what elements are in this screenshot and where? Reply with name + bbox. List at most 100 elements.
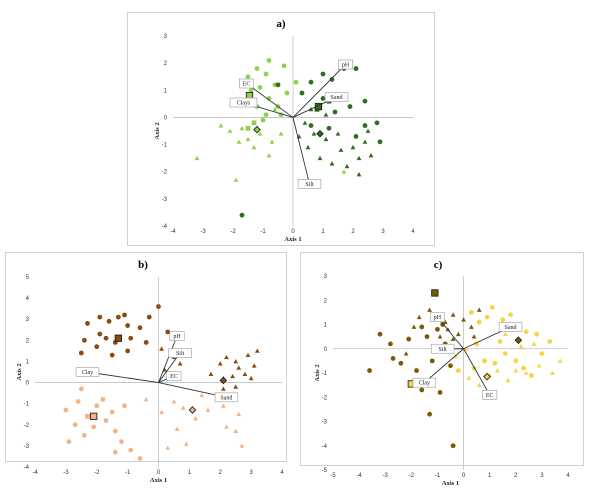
data-point — [484, 314, 490, 320]
data-point — [278, 131, 284, 136]
data-point — [427, 307, 433, 312]
x-axis-label: Axis 1 — [284, 236, 301, 243]
y-tick-label: 2 — [26, 338, 30, 344]
data-point — [94, 403, 100, 409]
x-tick-label: 3 — [540, 473, 544, 479]
data-point — [350, 144, 356, 150]
data-point — [557, 358, 563, 363]
data-point — [97, 314, 103, 320]
data-point — [502, 331, 508, 337]
y-tick-label: 0 — [164, 115, 168, 121]
centroid-marker — [316, 129, 324, 138]
data-point — [82, 337, 87, 343]
data-point — [368, 153, 374, 158]
vector-label: Clays — [237, 101, 251, 107]
data-point — [427, 411, 433, 417]
data-point — [199, 392, 205, 398]
vector-label: Sand — [331, 95, 343, 101]
data-point — [455, 331, 461, 337]
x-tick-label: 3 — [381, 229, 385, 235]
x-tick-label: 0 — [291, 229, 295, 235]
x-tick-label: 1 — [488, 473, 492, 479]
data-point — [281, 63, 287, 69]
x-tick-label: 4 — [566, 473, 570, 479]
data-point — [263, 71, 269, 77]
vector-label-box — [166, 371, 182, 382]
vector-line — [463, 348, 491, 396]
y-axis-label: Axis 2 — [314, 364, 321, 381]
data-point — [156, 304, 161, 309]
data-point — [239, 212, 245, 218]
vector-line — [292, 117, 310, 185]
data-point — [183, 441, 189, 446]
y-tick-label: -1 — [162, 143, 168, 149]
data-point — [257, 85, 263, 90]
vector-line — [292, 64, 346, 118]
data-point — [174, 426, 180, 431]
vector-label: pH — [173, 334, 181, 340]
data-point — [177, 361, 183, 366]
data-point — [505, 377, 511, 383]
data-point — [208, 371, 214, 377]
data-point — [406, 336, 412, 342]
data-point — [466, 375, 472, 380]
data-point — [224, 354, 229, 360]
data-point — [445, 326, 451, 332]
data-point — [112, 449, 118, 455]
data-point — [353, 66, 359, 71]
data-point — [194, 155, 200, 161]
data-point — [128, 447, 134, 453]
data-point — [362, 123, 368, 128]
data-point — [461, 317, 466, 322]
vector-label-box — [297, 179, 322, 189]
data-point — [180, 405, 186, 410]
data-point — [251, 363, 257, 368]
data-point — [245, 125, 251, 131]
data-point — [236, 365, 242, 370]
data-point — [374, 120, 380, 126]
vector-line — [87, 371, 159, 384]
vector-label-box — [430, 343, 455, 354]
data-point — [416, 314, 422, 320]
panel-title: b) — [138, 259, 148, 271]
data-point — [403, 351, 409, 356]
data-point — [435, 326, 440, 332]
data-point — [78, 350, 84, 356]
data-point — [193, 416, 198, 421]
data-point — [171, 399, 177, 404]
y-tick-label: -2 — [162, 170, 168, 176]
data-point — [251, 144, 257, 150]
data-point — [146, 314, 152, 320]
vector-label: Clay — [419, 381, 430, 387]
y-tick-label: 0 — [26, 381, 30, 387]
data-point — [245, 74, 251, 80]
data-point — [137, 456, 143, 461]
data-point — [165, 445, 171, 450]
centroid-marker — [514, 336, 523, 345]
data-point — [323, 112, 329, 117]
data-point — [424, 334, 430, 340]
data-point — [122, 403, 127, 409]
x-tick-label: 4 — [280, 470, 284, 476]
data-point — [233, 428, 239, 434]
data-point — [308, 79, 314, 85]
y-tick-label: 0 — [324, 347, 328, 353]
data-point — [78, 386, 84, 392]
data-point — [513, 358, 519, 364]
data-point — [159, 409, 164, 415]
data-point — [513, 368, 519, 373]
y-tick-label: 3 — [26, 317, 30, 323]
y-axis-label: Axis 2 — [154, 122, 161, 139]
data-point — [320, 96, 326, 101]
y-tick-label: 4 — [26, 296, 30, 302]
data-point — [344, 163, 350, 169]
data-point — [531, 341, 537, 346]
data-point — [245, 136, 251, 142]
data-point — [442, 319, 448, 324]
centroid-marker — [483, 372, 491, 381]
y-tick-label: -1 — [322, 371, 328, 377]
x-tick-label: 2 — [351, 229, 355, 235]
data-point — [106, 318, 112, 324]
data-point — [338, 147, 344, 152]
y-tick-label: -4 — [322, 444, 328, 450]
